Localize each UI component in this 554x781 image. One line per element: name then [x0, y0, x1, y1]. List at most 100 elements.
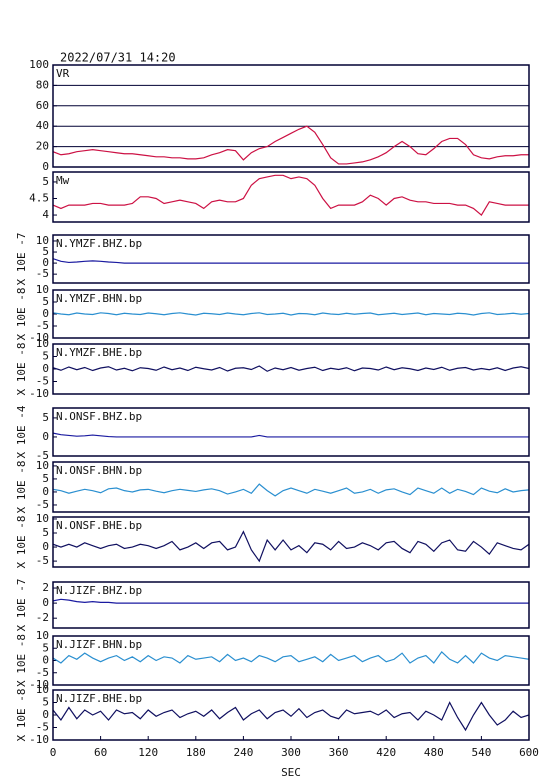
panel-title: N.YMZF.BHN.bp — [56, 292, 142, 305]
y-axis-label: X 10E -8 — [15, 461, 28, 514]
x-tick-label: 420 — [376, 746, 396, 759]
y-tick-label: 10 — [36, 683, 49, 696]
y-tick-label: 0 — [42, 430, 49, 443]
y-tick-label: 0 — [42, 540, 49, 553]
x-tick-label: 120 — [138, 746, 158, 759]
x-tick-label: 360 — [329, 746, 349, 759]
y-axis-label: X 10E -7 — [15, 579, 28, 632]
y-tick-label: -5 — [36, 666, 49, 679]
y-tick-label: 5 — [42, 641, 49, 654]
trace — [53, 598, 529, 604]
panel-frame — [52, 289, 530, 339]
panel-frame — [52, 461, 530, 513]
panel-frame — [52, 581, 530, 629]
y-tick-label: -2 — [36, 611, 49, 624]
y-axis-label: X 10E -8 — [15, 516, 28, 569]
trace — [53, 701, 529, 732]
panel-title: N.JIZF.BHE.bp — [56, 692, 142, 705]
trace — [53, 651, 529, 664]
y-tick-label: 20 — [36, 140, 49, 153]
y-tick-label: 10 — [36, 629, 49, 642]
trace — [53, 258, 529, 264]
trace — [53, 483, 529, 497]
y-tick-label: -5 — [36, 375, 49, 388]
page-title: 2022/07/31 14:20 — [60, 51, 176, 65]
y-tick-label: 5 — [42, 350, 49, 363]
trace — [53, 365, 529, 372]
x-tick-label: 0 — [50, 746, 57, 759]
y-tick-label: 10 — [36, 337, 49, 350]
x-tick-label: 180 — [186, 746, 206, 759]
y-tick-label: 0 — [42, 654, 49, 667]
x-tick-label: 60 — [94, 746, 107, 759]
y-tick-label: 5 — [42, 295, 49, 308]
panel-title: N.JIZF.BHZ.bp — [56, 584, 142, 597]
y-tick-label: 0 — [42, 362, 49, 375]
y-tick-label: -5 — [36, 449, 49, 462]
y-axis-label: X 10E -8 — [15, 634, 28, 687]
trace — [53, 312, 529, 316]
y-tick-label: 0 — [42, 485, 49, 498]
trace — [53, 125, 529, 165]
y-tick-label: 4.5 — [29, 191, 49, 204]
y-tick-label: 10 — [36, 512, 49, 525]
x-tick-label: 600 — [519, 746, 539, 759]
y-tick-label: 0 — [42, 596, 49, 609]
panel-title: N.ONSF.BHN.bp — [56, 464, 142, 477]
panel-frame — [52, 171, 530, 223]
panel-frame — [52, 234, 530, 284]
y-tick-label: 5 — [42, 411, 49, 424]
y-axis-label: X 10E -8 — [15, 343, 28, 396]
x-tick-label: 480 — [424, 746, 444, 759]
panel-title: N.ONSF.BHE.bp — [56, 519, 142, 532]
y-axis-label: X 10E -4 — [15, 405, 28, 458]
y-tick-label: 0 — [42, 708, 49, 721]
y-tick-label: -10 — [29, 733, 49, 746]
panel-title: N.JIZF.BHN.bp — [56, 638, 142, 651]
y-tick-label: -5 — [36, 554, 49, 567]
y-tick-label: 5 — [42, 526, 49, 539]
y-tick-label: 5 — [42, 696, 49, 709]
x-tick-label: 240 — [233, 746, 253, 759]
x-axis-label: SEC — [281, 766, 301, 779]
panel-frame — [52, 343, 530, 395]
x-tick-label: 300 — [281, 746, 301, 759]
x-tick-label: 540 — [471, 746, 491, 759]
y-tick-label: -10 — [29, 331, 49, 344]
trace — [53, 432, 529, 438]
y-tick-label: 4 — [42, 208, 49, 221]
y-tick-label: 5 — [42, 175, 49, 188]
panel-title: N.ONSF.BHZ.bp — [56, 410, 142, 423]
y-tick-label: -10 — [29, 678, 49, 691]
trace — [53, 174, 529, 216]
panel-title: N.YMZF.BHE.bp — [56, 346, 142, 359]
panel-frame — [52, 635, 530, 686]
y-axis-label: X 10E -8 — [15, 288, 28, 341]
y-tick-label: 10 — [36, 283, 49, 296]
y-tick-label: 100 — [29, 58, 49, 71]
y-tick-label: 80 — [36, 78, 49, 91]
y-tick-label: 2 — [42, 581, 49, 594]
panel-frame — [52, 407, 530, 457]
y-tick-label: -5 — [36, 267, 49, 280]
y-tick-label: 0 — [42, 160, 49, 173]
y-axis-label: X 10E -7 — [15, 233, 28, 286]
y-tick-label: 5 — [42, 472, 49, 485]
y-axis-label: X 10E -8 — [15, 689, 28, 742]
y-tick-label: -5 — [36, 498, 49, 511]
y-tick-label: -5 — [36, 721, 49, 734]
y-tick-label: 0 — [42, 256, 49, 269]
y-tick-label: -10 — [29, 387, 49, 400]
y-tick-label: 10 — [36, 234, 49, 247]
y-tick-label: 5 — [42, 245, 49, 258]
panel-title: VR — [56, 67, 70, 80]
panel-frame — [52, 516, 530, 568]
panel-title: Mw — [56, 174, 70, 187]
y-tick-label: 0 — [42, 307, 49, 320]
y-tick-label: 60 — [36, 99, 49, 112]
y-tick-label: 40 — [36, 119, 49, 132]
y-tick-label: -5 — [36, 319, 49, 332]
panel-frame — [52, 64, 530, 168]
panel-title: N.YMZF.BHZ.bp — [56, 237, 142, 250]
